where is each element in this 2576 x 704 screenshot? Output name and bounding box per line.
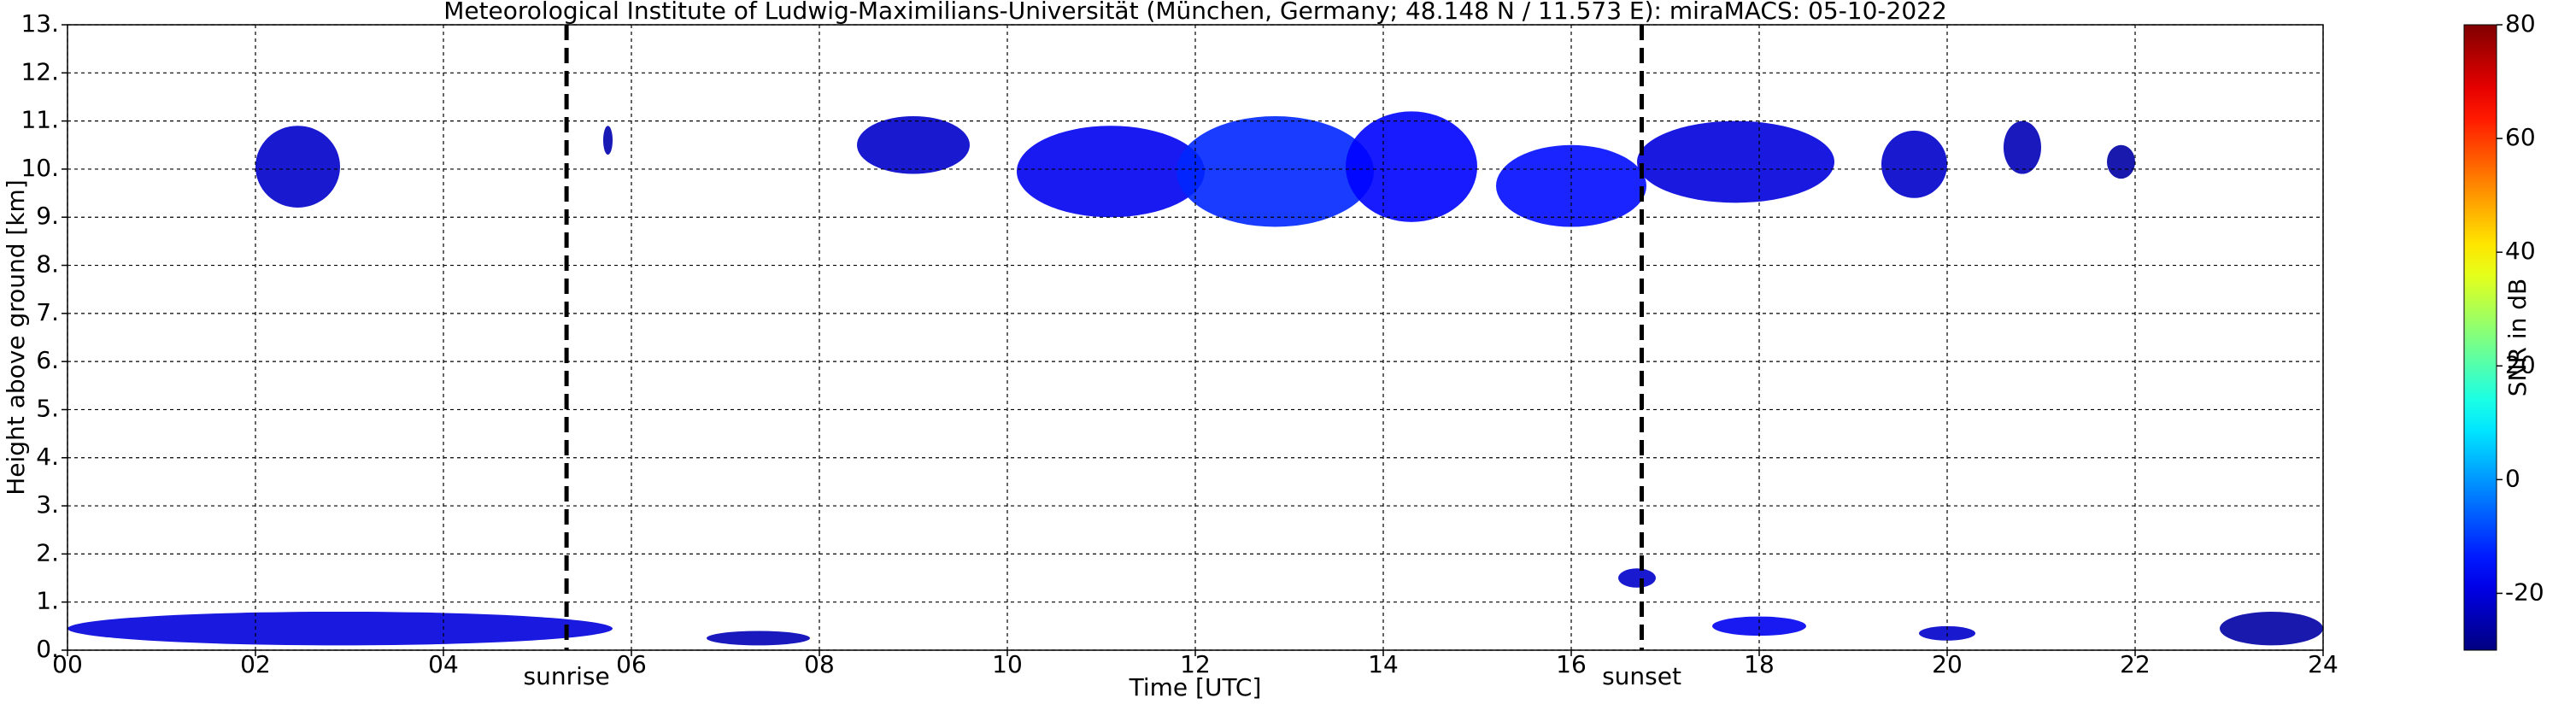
echo — [1637, 120, 1834, 203]
y-tick-label: 5. — [36, 394, 59, 422]
y-tick-label: 8. — [36, 250, 59, 279]
x-tick-label: 08 — [804, 650, 835, 678]
x-tick-label: 00 — [52, 650, 83, 678]
echo — [1177, 115, 1374, 227]
colorbar-label: SNR in dB — [2503, 279, 2532, 396]
echo — [1712, 616, 1806, 637]
echo — [67, 611, 613, 646]
x-tick-label: 16 — [1556, 650, 1587, 678]
colorbar-tick-label: 80 — [2505, 9, 2536, 38]
y-tick-label: 0. — [36, 635, 59, 663]
y-tick-label: 1. — [36, 587, 59, 615]
y-tick-label: 2. — [36, 538, 59, 566]
x-tick-label: 20 — [1932, 650, 1963, 678]
echo — [603, 126, 613, 155]
colorbar-tick-label: 60 — [2505, 123, 2536, 151]
echo — [2220, 611, 2323, 646]
x-axis-label: Time [UTC] — [1129, 673, 1262, 701]
x-tick-label: 10 — [992, 650, 1023, 678]
x-tick-label: 24 — [2308, 650, 2338, 678]
y-tick-label: 12. — [21, 57, 59, 85]
y-tick-label: 10. — [21, 154, 59, 182]
chart-title: Meteorological Institute of Ludwig-Maxim… — [443, 0, 1947, 25]
annotation-label: sunrise — [524, 662, 610, 690]
colorbar — [2463, 24, 2497, 651]
colorbar-tick-label: 20 — [2505, 350, 2536, 378]
y-tick-label: 3. — [36, 490, 59, 519]
echo — [1881, 130, 1947, 198]
x-tick-label: 14 — [1368, 650, 1399, 678]
x-tick-label: 06 — [616, 650, 647, 678]
y-tick-label: 13. — [21, 9, 59, 38]
annotation-label: sunset — [1602, 662, 1681, 690]
colorbar-tick-label: 0 — [2505, 464, 2520, 492]
echo — [1346, 111, 1477, 222]
x-tick-label: 02 — [240, 650, 271, 678]
colorbar-tick-label: -20 — [2505, 578, 2544, 606]
plot-frame — [67, 24, 2324, 651]
echo — [2107, 144, 2135, 179]
y-tick-label: 7. — [36, 298, 59, 326]
echo — [707, 631, 810, 646]
x-tick-label: 04 — [428, 650, 459, 678]
echo — [1017, 126, 1205, 218]
colorbar-tick-label: 40 — [2505, 237, 2536, 265]
echo — [255, 126, 340, 208]
echo — [1618, 568, 1656, 588]
y-tick-label: 11. — [21, 106, 59, 134]
x-tick-label: 22 — [2120, 650, 2151, 678]
y-tick-label: 9. — [36, 202, 59, 230]
echo — [857, 115, 970, 174]
x-tick-label: 18 — [1744, 650, 1775, 678]
x-tick-label: 12 — [1180, 650, 1211, 678]
echo — [2004, 120, 2041, 174]
echo — [1496, 144, 1646, 227]
y-tick-label: 4. — [36, 443, 59, 471]
y-axis-label: Height above ground [km] — [2, 179, 30, 496]
y-tick-label: 6. — [36, 346, 59, 374]
